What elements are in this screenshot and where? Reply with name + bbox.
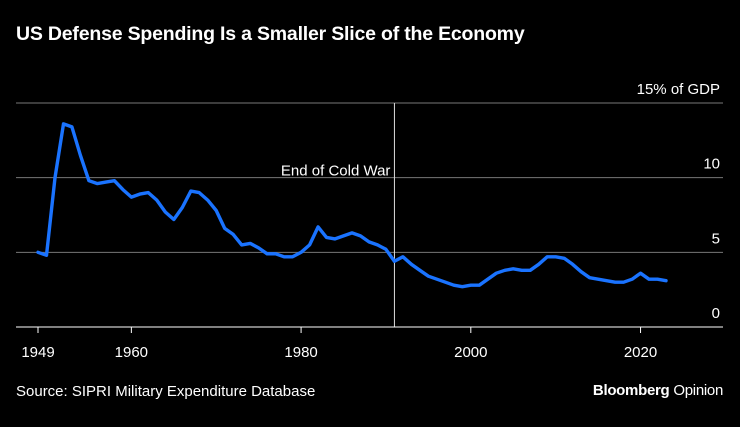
series-layer [36, 122, 668, 289]
annotation-label: End of Cold War [281, 163, 391, 180]
x-tick-label: 1949 [21, 344, 54, 361]
x-tick-label: 2020 [624, 344, 657, 361]
series-line [36, 122, 668, 289]
source-note: Source: SIPRI Military Expenditure Datab… [16, 383, 316, 400]
y-tick-label: 10 [703, 156, 720, 173]
gridlines [16, 102, 723, 253]
annotation-layer: End of Cold War [281, 103, 395, 327]
x-tick-label: 1960 [115, 344, 148, 361]
tick-labels: 15% of GDP 10 5 0 1949 1960 1980 2000 2020 [21, 81, 720, 361]
x-tick-label: 1980 [284, 344, 317, 361]
chart-title: US Defense Spending Is a Smaller Slice o… [16, 23, 525, 45]
y-tick-label: 5 [712, 230, 720, 247]
x-tick-label: 2000 [454, 344, 487, 361]
brand-logo: Bloomberg Opinion [593, 382, 723, 399]
y-tick-label: 0 [712, 305, 720, 322]
brand-secondary: Opinion [673, 382, 723, 399]
brand-primary: Bloomberg [592, 382, 670, 399]
y-tick-label: 15% of GDP [637, 81, 720, 98]
axes [16, 326, 723, 333]
